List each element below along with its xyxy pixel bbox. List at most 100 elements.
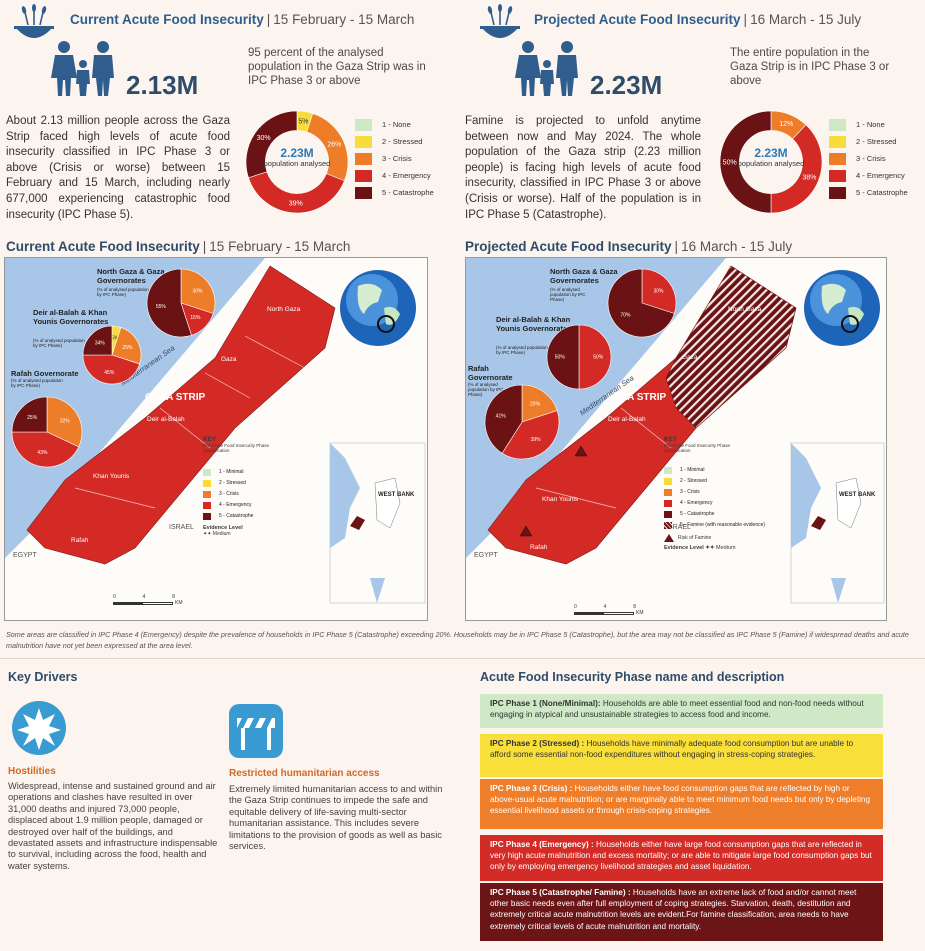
pie-slice-label: 25% [122, 345, 133, 351]
legend-item: 5 - Catastrophe [355, 184, 434, 201]
legend-item: 2 - Stressed [829, 133, 908, 150]
barrier-icon [229, 704, 283, 758]
pie-slice-label: 30% [653, 289, 664, 295]
key-item: 5 - Famine (with reasonable evidence) [664, 520, 784, 531]
phase-5-text: Households have an extreme lack of food … [490, 888, 857, 931]
pie-slice [607, 268, 675, 338]
pie-slice [719, 110, 772, 214]
divider [0, 658, 925, 659]
food-bowl-icon [480, 4, 520, 38]
pie-label-north: North Gaza & Gaza Governorates [550, 267, 618, 285]
key-swatch [664, 467, 672, 474]
key-item: 5 - Catastrophe [203, 511, 313, 522]
phase-5: IPC Phase 5 (Catastrophe/ Famine) : Hous… [480, 883, 883, 941]
projected-donut-label: population analysed [737, 159, 805, 168]
pie-sub-north: (% of analysed population by IPC Phase) [550, 287, 586, 302]
legend-item: 1 - None [829, 116, 908, 133]
legend-label: 4 - Emergency [382, 171, 431, 180]
key-swatch [664, 489, 672, 496]
map-scale: 0 4 8 KM [113, 594, 183, 606]
legend-item: 2 - Stressed [355, 133, 434, 150]
pie-label-rafah: Rafah Governorate [11, 369, 79, 378]
legend-swatch [355, 118, 372, 131]
pie-slice-label: 39% [289, 201, 303, 208]
key-item-label: 3 - Crisis [680, 489, 700, 495]
pie-deir-khan: 50% 50% [546, 324, 612, 390]
phases-title: Acute Food Insecurity Phase name and des… [480, 670, 785, 684]
projected-legend: 1 - None 2 - Stressed 3 - Crisis 4 - Eme… [829, 116, 908, 201]
key-swatch [664, 522, 672, 529]
key-item: 3 - Crisis [664, 487, 784, 498]
phase-1-text: Households are able to meet essential fo… [490, 699, 864, 720]
pie-slice [180, 268, 216, 314]
explosion-icon [12, 701, 66, 755]
key-item-label: 3 - Crisis [219, 491, 239, 497]
projected-donut-value: 2.23M [754, 146, 788, 160]
place-rafah: Rafah [71, 537, 89, 544]
pie-slice [82, 354, 140, 385]
pie-sub-deir: (% of analysed population by IPC Phase) [496, 345, 548, 355]
phase-3-text: Households either have food consumption … [490, 784, 871, 816]
globe-icon [804, 270, 880, 346]
footnote: Some areas are classified in IPC Phase 4… [6, 630, 909, 650]
legend-label: 1 - None [382, 120, 411, 129]
legend-item: 4 - Emergency [829, 167, 908, 184]
pie-label-deir: Deir al-Balah & Khan Younis Governorates [33, 308, 109, 326]
evidence-level: Evidence Level [203, 525, 313, 531]
pie-deir-khan: 5%25% 45% 34% [82, 325, 142, 385]
pie-label-rafah: Rafah Governorate [468, 364, 513, 382]
phase-3: IPC Phase 3 (Crisis) : Households either… [480, 779, 883, 829]
driver-access-title: Restricted humanitarian access [229, 768, 380, 779]
pie-slice [11, 431, 80, 468]
place-gaza: Gaza [682, 354, 698, 361]
pie-label-deir: Deir al-Balah & Khan Younis Governorates [496, 315, 572, 333]
phase-3-name: IPC Phase 3 (Crisis) : [490, 784, 573, 793]
current-donut-label: population analysed [263, 159, 331, 168]
key-items: 1 - Minimal 2 - Stressed 3 - Crisis 4 - … [203, 467, 313, 522]
pie-sub-deir: (% of analysed population by IPC Phase) [33, 338, 85, 348]
legend-item: 5 - Catastrophe [829, 184, 908, 201]
phase-1-name: IPC Phase 1 (None/Minimal): [490, 699, 601, 708]
phase-2-name: IPC Phase 2 (Stressed) : [490, 739, 585, 748]
legend-swatch [829, 186, 846, 199]
key-item: 2 - Stressed [203, 478, 313, 489]
west-bank-label: WEST BANK [378, 492, 415, 498]
legend-item: 3 - Crisis [829, 150, 908, 167]
evidence-level: Evidence Level ✦✦ Medium [664, 545, 736, 551]
current-period: 15 February - 15 March [273, 12, 415, 27]
projected-section: Projected Acute Food Insecurity | 16 March… [462, 0, 925, 232]
projected-map-header: Projected Acute Food Insecurity | 16 March… [465, 239, 793, 254]
pie-label-north: North Gaza & Gaza Governorates [97, 267, 165, 285]
pie-sub-rafah: (% of analysed population by IPC Phase) [11, 378, 63, 388]
key-swatch [203, 491, 211, 498]
pie-slice [11, 396, 48, 433]
pie-slice [484, 384, 523, 454]
pie-slice [546, 324, 580, 390]
key-item-label: 5 - Catastrophe [219, 513, 254, 519]
phase-1: IPC Phase 1 (None/Minimal): Households a… [480, 694, 883, 728]
scale-ticks: 0 4 8 [113, 594, 175, 600]
key-item-label: 1 - Minimal [680, 467, 705, 473]
driver-access-text: Extremely limited humanitarian access to… [229, 784, 443, 852]
key-items: 1 - Minimal 2 - Stressed 3 - Crisis 4 - … [664, 465, 784, 531]
evidence-level-label: Evidence Level [203, 525, 243, 531]
pie-slice [46, 396, 83, 448]
legend-swatch [355, 186, 372, 199]
risk-famine-label: Risk of Famine [678, 535, 712, 541]
phase-2: IPC Phase 2 (Stressed) : Households have… [480, 734, 883, 777]
west-bank-label: WEST BANK [839, 492, 876, 498]
key-swatch [203, 480, 211, 487]
place-rafah: Rafah [530, 544, 548, 551]
pie-slice-label: 32% [60, 418, 71, 424]
pie-slice-label: 50% [723, 159, 737, 166]
pie-slice-label: 5% [111, 335, 119, 341]
phase-4: IPC Phase 4 (Emergency) : Households eit… [480, 835, 883, 881]
pie-slice-label: 26% [327, 142, 341, 149]
scale-unit: KM [636, 610, 644, 616]
egypt-label: EGYPT [474, 552, 498, 559]
risk-famine-marker [519, 525, 533, 537]
key-item-label: 5 - Catastrophe [680, 511, 715, 517]
current-note: 95 percent of the analysed population in… [248, 47, 426, 87]
projected-map-title: Projected Acute Food Insecurity [465, 239, 672, 254]
pie-slice [501, 410, 560, 460]
